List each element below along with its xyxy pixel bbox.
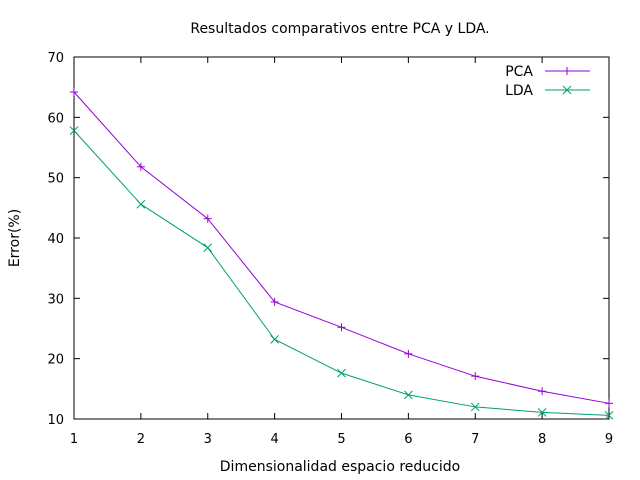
- data-point-lda: [404, 390, 413, 400]
- data-point-lda: [203, 243, 213, 253]
- data-point-pca: [538, 387, 547, 396]
- y-tick-label: 50: [47, 172, 64, 187]
- axes: [73, 56, 610, 420]
- marker-stroke: [203, 243, 213, 253]
- data-point-lda: [470, 402, 480, 412]
- ticks: 1 2 3 4 5 6 7 8 9 10 20 30 40 50 60 70: [47, 51, 613, 447]
- marker-stroke: [404, 390, 413, 400]
- y-tick-label: 40: [47, 232, 64, 247]
- marker-stroke: [562, 85, 572, 95]
- legend-label-pca: PCA: [505, 64, 533, 80]
- marker-stroke: [270, 335, 279, 344]
- chart-title: Resultados comparativos entre PCA y LDA.: [190, 21, 489, 37]
- y-tick-label: 30: [47, 292, 64, 307]
- data-point-lda: [69, 126, 79, 135]
- x-tick-label: 4: [270, 432, 278, 447]
- x-tick-label: 5: [337, 432, 345, 447]
- x-tick-label: 1: [70, 432, 78, 447]
- legend-item-lda: LDA: [505, 83, 590, 99]
- data-point-pca: [136, 162, 145, 171]
- x-tick-label: 3: [204, 432, 212, 447]
- data-point-pca: [70, 87, 78, 96]
- series-layer: [69, 87, 614, 420]
- legend: PCA LDA: [505, 64, 590, 99]
- y-tick-label: 10: [47, 413, 64, 428]
- y-tick-label: 20: [47, 353, 64, 368]
- x-tick-label: 7: [471, 432, 479, 447]
- y-axis-label: Error(%): [7, 209, 23, 267]
- x-tick-label: 8: [538, 432, 546, 447]
- data-point-lda: [136, 199, 146, 209]
- marker-stroke: [337, 368, 346, 378]
- x-tick-label: 2: [137, 432, 145, 447]
- data-point-pca: [270, 297, 279, 306]
- marker-stroke: [537, 408, 547, 417]
- y-tick-label: 70: [47, 51, 64, 66]
- data-point-lda: [337, 368, 346, 378]
- marker-stroke: [470, 402, 480, 412]
- x-tick-label: 9: [605, 432, 613, 447]
- data-point-pca: [404, 349, 413, 358]
- x-tick-label: 6: [404, 432, 412, 447]
- data-point-lda: [604, 411, 614, 420]
- marker-stroke: [136, 199, 146, 209]
- data-point-pca: [337, 323, 346, 332]
- data-point-lda: [537, 408, 547, 417]
- legend-label-lda: LDA: [505, 83, 533, 99]
- marker-stroke: [604, 411, 614, 420]
- data-point-pca: [605, 399, 613, 408]
- legend-marker-lda: [562, 85, 572, 95]
- legend-marker-pca: [563, 67, 571, 75]
- series-line-pca: [73, 91, 610, 404]
- plot-frame: [73, 56, 610, 420]
- data-point-lda: [270, 335, 279, 344]
- data-point-pca: [471, 372, 480, 381]
- marker-stroke: [69, 126, 79, 135]
- legend-item-pca: PCA: [505, 64, 590, 80]
- data-point-pca: [203, 214, 212, 223]
- x-axis-label: Dimensionalidad espacio reducido: [220, 459, 460, 475]
- y-tick-label: 60: [47, 111, 64, 126]
